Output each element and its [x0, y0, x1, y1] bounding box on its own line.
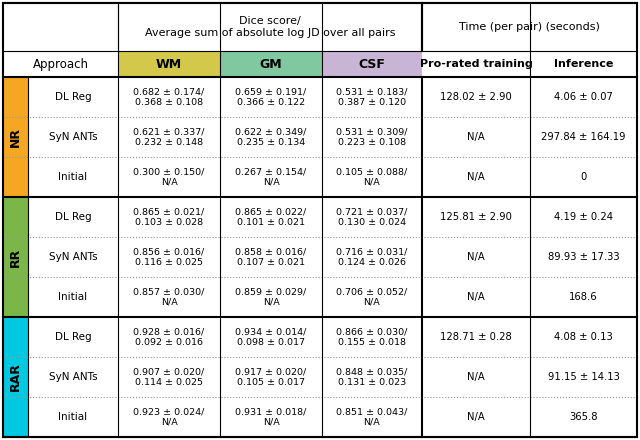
Text: 0.682 ± 0.174/
0.368 ± 0.108: 0.682 ± 0.174/ 0.368 ± 0.108	[133, 87, 205, 107]
Bar	[28, 117, 637, 157]
Text: SyN ANTs: SyN ANTs	[49, 132, 97, 142]
Text: 89.93 ± 17.33: 89.93 ± 17.33	[548, 252, 620, 262]
Bar	[220, 51, 322, 77]
Text: 128.02 ± 2.90: 128.02 ± 2.90	[440, 92, 512, 102]
Text: 0.105 ± 0.088/
N/A: 0.105 ± 0.088/ N/A	[337, 167, 408, 187]
Text: 297.84 ± 164.19: 297.84 ± 164.19	[541, 132, 626, 142]
Text: 0.621 ± 0.337/
0.232 ± 0.148: 0.621 ± 0.337/ 0.232 ± 0.148	[133, 127, 205, 147]
Text: N/A: N/A	[467, 412, 485, 422]
Text: 125.81 ± 2.90: 125.81 ± 2.90	[440, 212, 512, 222]
Text: 0: 0	[580, 172, 587, 182]
Text: DL Reg: DL Reg	[54, 92, 92, 102]
Text: 0.622 ± 0.349/
0.235 ± 0.134: 0.622 ± 0.349/ 0.235 ± 0.134	[236, 127, 307, 147]
Text: 0.859 ± 0.029/
N/A: 0.859 ± 0.029/ N/A	[236, 287, 307, 307]
Bar	[28, 237, 637, 277]
Text: DL Reg: DL Reg	[54, 212, 92, 222]
Bar	[28, 277, 637, 317]
Text: Inference: Inference	[554, 59, 613, 69]
Text: N/A: N/A	[467, 172, 485, 182]
Bar	[28, 397, 637, 437]
Bar	[3, 317, 28, 437]
Text: RAR: RAR	[9, 363, 22, 392]
Text: 4.06 ± 0.07: 4.06 ± 0.07	[554, 92, 613, 102]
Text: 128.71 ± 0.28: 128.71 ± 0.28	[440, 332, 512, 342]
Text: 0.907 ± 0.020/
0.114 ± 0.025: 0.907 ± 0.020/ 0.114 ± 0.025	[133, 367, 205, 387]
Bar	[322, 51, 422, 77]
Bar	[3, 77, 28, 197]
Text: DL Reg: DL Reg	[54, 332, 92, 342]
Text: 0.917 ± 0.020/
0.105 ± 0.017: 0.917 ± 0.020/ 0.105 ± 0.017	[236, 367, 307, 387]
Bar	[28, 77, 637, 117]
Text: 0.851 ± 0.043/
N/A: 0.851 ± 0.043/ N/A	[336, 407, 408, 427]
Text: 0.531 ± 0.183/
0.387 ± 0.120: 0.531 ± 0.183/ 0.387 ± 0.120	[336, 87, 408, 107]
Text: 0.721 ± 0.037/
0.130 ± 0.024: 0.721 ± 0.037/ 0.130 ± 0.024	[336, 207, 408, 227]
Text: GM: GM	[260, 58, 282, 70]
Text: 4.08 ± 0.13: 4.08 ± 0.13	[554, 332, 613, 342]
Text: 0.934 ± 0.014/
0.098 ± 0.017: 0.934 ± 0.014/ 0.098 ± 0.017	[236, 327, 307, 347]
Text: N/A: N/A	[467, 252, 485, 262]
Text: NR: NR	[9, 127, 22, 147]
Text: 0.267 ± 0.154/
N/A: 0.267 ± 0.154/ N/A	[236, 167, 307, 187]
Text: 0.531 ± 0.309/
0.223 ± 0.108: 0.531 ± 0.309/ 0.223 ± 0.108	[336, 127, 408, 147]
Bar	[118, 51, 220, 77]
Text: 0.300 ± 0.150/
N/A: 0.300 ± 0.150/ N/A	[133, 167, 205, 187]
Text: 0.866 ± 0.030/
0.155 ± 0.018: 0.866 ± 0.030/ 0.155 ± 0.018	[336, 327, 408, 347]
Text: RR: RR	[9, 247, 22, 267]
Bar	[28, 357, 637, 397]
Text: 365.8: 365.8	[569, 412, 598, 422]
Text: 0.858 ± 0.016/
0.107 ± 0.021: 0.858 ± 0.016/ 0.107 ± 0.021	[236, 247, 307, 267]
Bar	[28, 157, 637, 197]
Text: 0.706 ± 0.052/
N/A: 0.706 ± 0.052/ N/A	[337, 287, 408, 307]
Text: 168.6: 168.6	[569, 292, 598, 302]
Text: 0.928 ± 0.016/
0.092 ± 0.016: 0.928 ± 0.016/ 0.092 ± 0.016	[133, 327, 205, 347]
Text: Dice score/
Average sum of absolute log JD over all pairs: Dice score/ Average sum of absolute log …	[145, 16, 396, 38]
Text: 0.659 ± 0.191/
0.366 ± 0.122: 0.659 ± 0.191/ 0.366 ± 0.122	[236, 87, 307, 107]
Text: SyN ANTs: SyN ANTs	[49, 252, 97, 262]
Text: Pro-rated training: Pro-rated training	[420, 59, 532, 69]
Text: N/A: N/A	[467, 132, 485, 142]
Text: CSF: CSF	[358, 58, 385, 70]
Text: Time (per pair) (seconds): Time (per pair) (seconds)	[459, 22, 600, 32]
Bar	[28, 197, 637, 237]
Text: 0.857 ± 0.030/
N/A: 0.857 ± 0.030/ N/A	[133, 287, 205, 307]
Text: Initial: Initial	[58, 172, 88, 182]
Text: N/A: N/A	[467, 292, 485, 302]
Text: 0.716 ± 0.031/
0.124 ± 0.026: 0.716 ± 0.031/ 0.124 ± 0.026	[336, 247, 408, 267]
Text: 0.865 ± 0.021/
0.103 ± 0.028: 0.865 ± 0.021/ 0.103 ± 0.028	[133, 207, 205, 227]
Text: N/A: N/A	[467, 372, 485, 382]
Text: 91.15 ± 14.13: 91.15 ± 14.13	[548, 372, 620, 382]
Text: Initial: Initial	[58, 412, 88, 422]
Bar	[3, 197, 28, 317]
Text: SyN ANTs: SyN ANTs	[49, 372, 97, 382]
Text: 0.923 ± 0.024/
N/A: 0.923 ± 0.024/ N/A	[133, 407, 205, 427]
Text: Initial: Initial	[58, 292, 88, 302]
Text: 4.19 ± 0.24: 4.19 ± 0.24	[554, 212, 613, 222]
Text: 0.865 ± 0.022/
0.101 ± 0.021: 0.865 ± 0.022/ 0.101 ± 0.021	[236, 207, 307, 227]
Text: Approach: Approach	[33, 58, 88, 70]
Text: 0.931 ± 0.018/
N/A: 0.931 ± 0.018/ N/A	[236, 407, 307, 427]
Bar	[28, 317, 637, 357]
Text: 0.856 ± 0.016/
0.116 ± 0.025: 0.856 ± 0.016/ 0.116 ± 0.025	[133, 247, 205, 267]
Text: 0.848 ± 0.035/
0.131 ± 0.023: 0.848 ± 0.035/ 0.131 ± 0.023	[336, 367, 408, 387]
Text: WM: WM	[156, 58, 182, 70]
